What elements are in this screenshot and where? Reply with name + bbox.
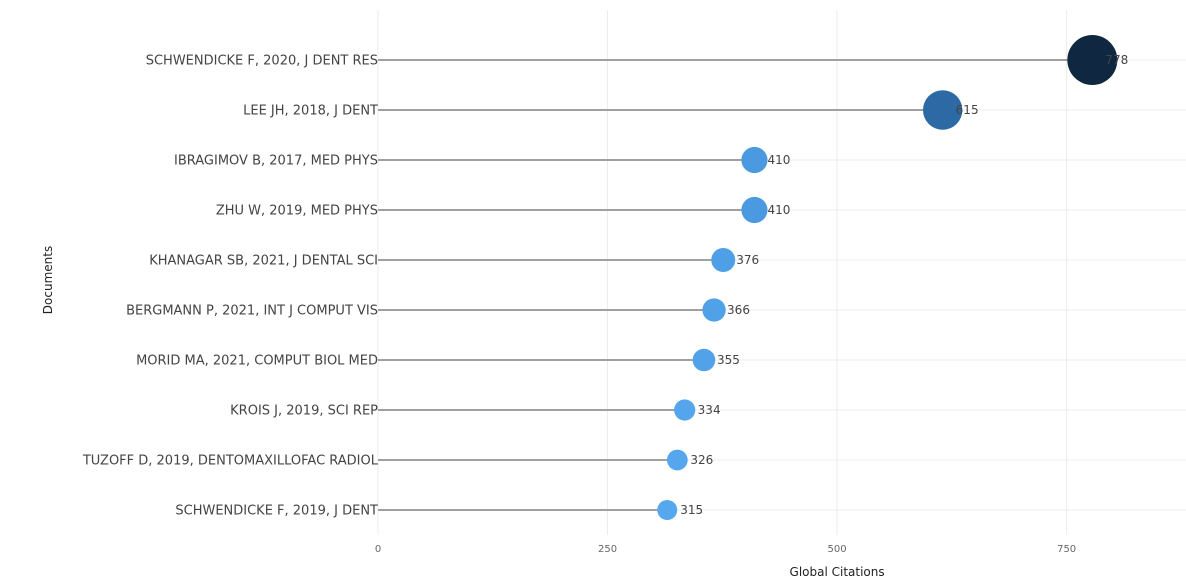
data-point[interactable] <box>741 196 768 224</box>
data-point[interactable] <box>711 248 736 272</box>
x-tick-label: 250 <box>598 544 617 555</box>
x-tick-label: 500 <box>828 544 847 555</box>
document-labels: SCHWENDICKE F, 2020, J DENT RES LEE JH, 2… <box>82 54 379 519</box>
x-axis-title: Global Citations <box>790 565 885 579</box>
document-label: ZHU W, 2019, MED PHYS <box>216 204 378 219</box>
document-label: BERGMANN P, 2021, INT J COMPUT VIS <box>126 304 378 319</box>
value-label: 410 <box>767 153 790 167</box>
value-label: 326 <box>690 453 713 467</box>
x-tick-label: 0 <box>375 544 381 555</box>
y-axis-title: Documents <box>41 246 55 314</box>
data-point[interactable] <box>674 399 696 421</box>
gridlines <box>377 10 1186 535</box>
value-label: 355 <box>717 353 740 367</box>
document-label: SCHWENDICKE F, 2020, J DENT RES <box>146 54 378 69</box>
document-label: LEE JH, 2018, J DENT <box>243 104 378 119</box>
document-label: KHANAGAR SB, 2021, J DENTAL SCI <box>149 254 378 269</box>
value-label: 778 <box>1105 53 1128 67</box>
data-point[interactable] <box>741 146 768 174</box>
document-label: TUZOFF D, 2019, DENTOMAXILLOFAC RADIOL <box>82 454 379 469</box>
document-label: KROIS J, 2019, SCI REP <box>230 404 378 419</box>
value-label: 410 <box>767 203 790 217</box>
data-point[interactable] <box>666 449 688 471</box>
data-point[interactable] <box>692 348 716 372</box>
value-label: 366 <box>727 303 750 317</box>
x-tick-labels: 0 250 500 750 <box>375 544 1076 555</box>
value-label: 376 <box>736 253 759 267</box>
document-label: MORID MA, 2021, COMPUT BIOL MED <box>136 354 378 369</box>
value-labels: 778 615 410 410 376 366 355 334 326 315 <box>680 53 1128 517</box>
value-label: 334 <box>698 403 721 417</box>
value-label: 315 <box>680 503 703 517</box>
x-tick-label: 750 <box>1057 544 1076 555</box>
data-point[interactable] <box>922 90 963 130</box>
data-point[interactable] <box>702 298 726 322</box>
document-label: IBRAGIMOV B, 2017, MED PHYS <box>174 154 378 169</box>
value-label: 615 <box>956 103 979 117</box>
data-point[interactable] <box>1067 35 1118 85</box>
data-point[interactable] <box>657 500 678 520</box>
points <box>657 35 1118 520</box>
stems <box>378 59 1093 511</box>
document-label: SCHWENDICKE F, 2019, J DENT <box>175 504 378 519</box>
